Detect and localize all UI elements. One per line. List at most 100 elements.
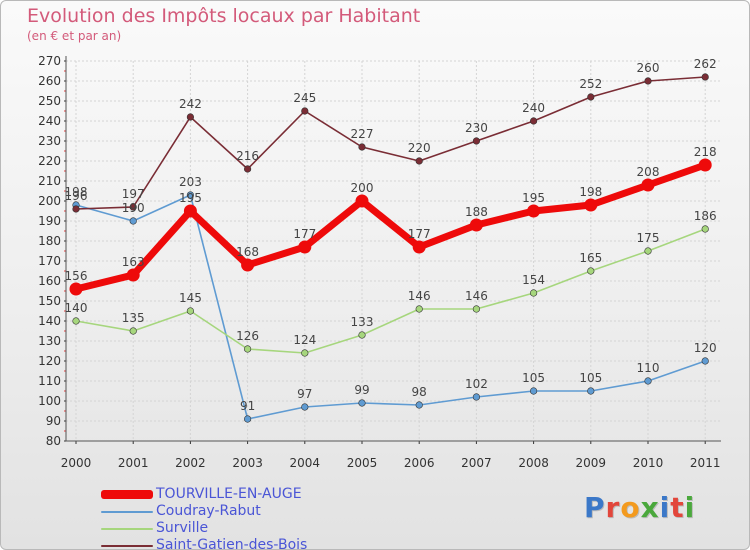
x-tick-label: 2003 [232, 456, 263, 470]
data-label-saint-gatien-des-bois: 262 [694, 57, 717, 71]
y-tick-label: 200 [38, 194, 61, 208]
y-tick-label: 240 [38, 114, 61, 128]
data-point-saint-gatien-des-bois [472, 137, 481, 145]
y-tick-label: 150 [38, 294, 61, 308]
data-point-coudray-rabut [186, 191, 194, 199]
legend-label: Coudray-Rabut [156, 503, 261, 519]
data-label-coudray-rabut: 105 [522, 371, 545, 385]
data-point-tourville-en-auge [469, 218, 483, 232]
legend-swatch [101, 511, 153, 513]
data-point-saint-gatien-des-bois [72, 205, 80, 213]
data-point-coudray-rabut [415, 401, 423, 409]
data-point-tourville-en-auge [126, 268, 140, 282]
series-line-surville [75, 228, 707, 354]
data-label-coudray-rabut: 91 [240, 399, 255, 413]
data-label-coudray-rabut: 102 [465, 377, 488, 391]
data-label-surville: 146 [408, 289, 431, 303]
data-label-surville: 146 [465, 289, 488, 303]
data-point-tourville-en-auge [584, 198, 598, 212]
data-label-saint-gatien-des-bois: 242 [179, 97, 202, 111]
data-point-tourville-en-auge [698, 158, 712, 172]
data-label-coudray-rabut: 198 [65, 185, 88, 199]
data-label-tourville-en-auge: 195 [179, 191, 202, 205]
data-label-tourville-en-auge: 200 [351, 181, 374, 195]
data-label-surville: 165 [579, 251, 602, 265]
data-point-coudray-rabut [587, 387, 595, 395]
data-point-saint-gatien-des-bois [186, 113, 194, 121]
y-tick-label: 260 [38, 74, 61, 88]
x-tick-label: 2004 [290, 456, 321, 470]
data-label-tourville-en-auge: 218 [694, 145, 717, 159]
data-point-saint-gatien-des-bois [587, 93, 595, 101]
series-lines [69, 73, 712, 423]
y-tick-label: 250 [38, 94, 61, 108]
series-line-saint-gatien-des-bois [75, 76, 707, 210]
data-label-tourville-en-auge: 177 [408, 227, 431, 241]
y-tick-label: 170 [38, 254, 61, 268]
data-label-surville: 175 [637, 231, 660, 245]
data-point-surville [301, 349, 309, 357]
data-point-coudray-rabut [529, 387, 538, 395]
data-point-surville [529, 289, 538, 297]
legend-label: Surville [156, 520, 209, 536]
data-point-saint-gatien-des-bois [301, 107, 309, 115]
data-point-saint-gatien-des-bois [244, 165, 252, 173]
data-label-saint-gatien-des-bois: 245 [293, 91, 316, 105]
data-point-tourville-en-auge [241, 258, 255, 272]
y-tick-label: 230 [38, 134, 61, 148]
grid-lines [66, 60, 721, 442]
x-tick-label: 2009 [576, 456, 607, 470]
y-tick-label: 270 [38, 54, 61, 68]
data-point-tourville-en-auge [527, 204, 541, 218]
data-label-saint-gatien-des-bois: 197 [122, 187, 145, 201]
series-line-coudray-rabut [75, 194, 707, 420]
data-labels: 198 190 203 91 97 99 98 102 105 105 110 120 140 135 14… [65, 57, 717, 413]
y-tick-label: 80 [46, 434, 61, 448]
y-tick-label: 130 [38, 334, 61, 348]
data-point-surville [129, 327, 137, 335]
legend-label: Saint-Gatien-des-Bois [156, 537, 308, 550]
data-label-coudray-rabut: 105 [579, 371, 602, 385]
data-label-tourville-en-auge: 198 [579, 185, 602, 199]
data-point-surville [72, 317, 80, 325]
data-label-coudray-rabut: 110 [637, 361, 660, 375]
data-label-surville: 154 [522, 273, 545, 287]
x-tick-label: 2010 [633, 456, 664, 470]
data-point-saint-gatien-des-bois [358, 143, 366, 151]
series-line-tourville-en-auge [72, 161, 709, 293]
x-tick-label: 2008 [518, 456, 549, 470]
legend-swatch [101, 490, 153, 499]
data-point-tourville-en-auge [355, 194, 369, 208]
data-point-tourville-en-auge [298, 240, 312, 254]
data-label-coudray-rabut: 203 [179, 175, 202, 189]
y-tick-label: 100 [38, 394, 61, 408]
y-tick-label: 180 [38, 234, 61, 248]
data-label-tourville-en-auge: 208 [637, 165, 660, 179]
data-point-saint-gatien-des-bois [701, 73, 709, 81]
x-tick-label: 2000 [61, 456, 92, 470]
data-label-surville: 133 [351, 315, 374, 329]
axes: 8090100110120130140150160170180190200210… [38, 54, 721, 470]
data-label-saint-gatien-des-bois: 240 [522, 101, 545, 115]
data-label-tourville-en-auge: 195 [522, 191, 545, 205]
legend-swatch [101, 528, 153, 530]
data-label-surville: 140 [65, 301, 88, 315]
data-point-surville [644, 247, 652, 255]
x-tick-label: 2011 [690, 456, 721, 470]
data-label-coudray-rabut: 99 [354, 383, 369, 397]
data-label-surville: 126 [236, 329, 259, 343]
data-label-tourville-en-auge: 177 [293, 227, 316, 241]
data-label-tourville-en-auge: 163 [122, 255, 145, 269]
x-tick-label: 2005 [347, 456, 378, 470]
data-point-surville [244, 345, 252, 353]
y-tick-label: 140 [38, 314, 61, 328]
data-point-tourville-en-auge [69, 282, 83, 296]
x-tick-label: 2007 [461, 456, 492, 470]
data-point-coudray-rabut [358, 399, 366, 407]
y-tick-label: 90 [46, 414, 61, 428]
data-point-tourville-en-auge [412, 240, 426, 254]
data-label-saint-gatien-des-bois: 196 [65, 189, 88, 203]
data-label-saint-gatien-des-bois: 230 [465, 121, 488, 135]
data-label-saint-gatien-des-bois: 252 [579, 77, 602, 91]
data-label-saint-gatien-des-bois: 227 [351, 127, 374, 141]
